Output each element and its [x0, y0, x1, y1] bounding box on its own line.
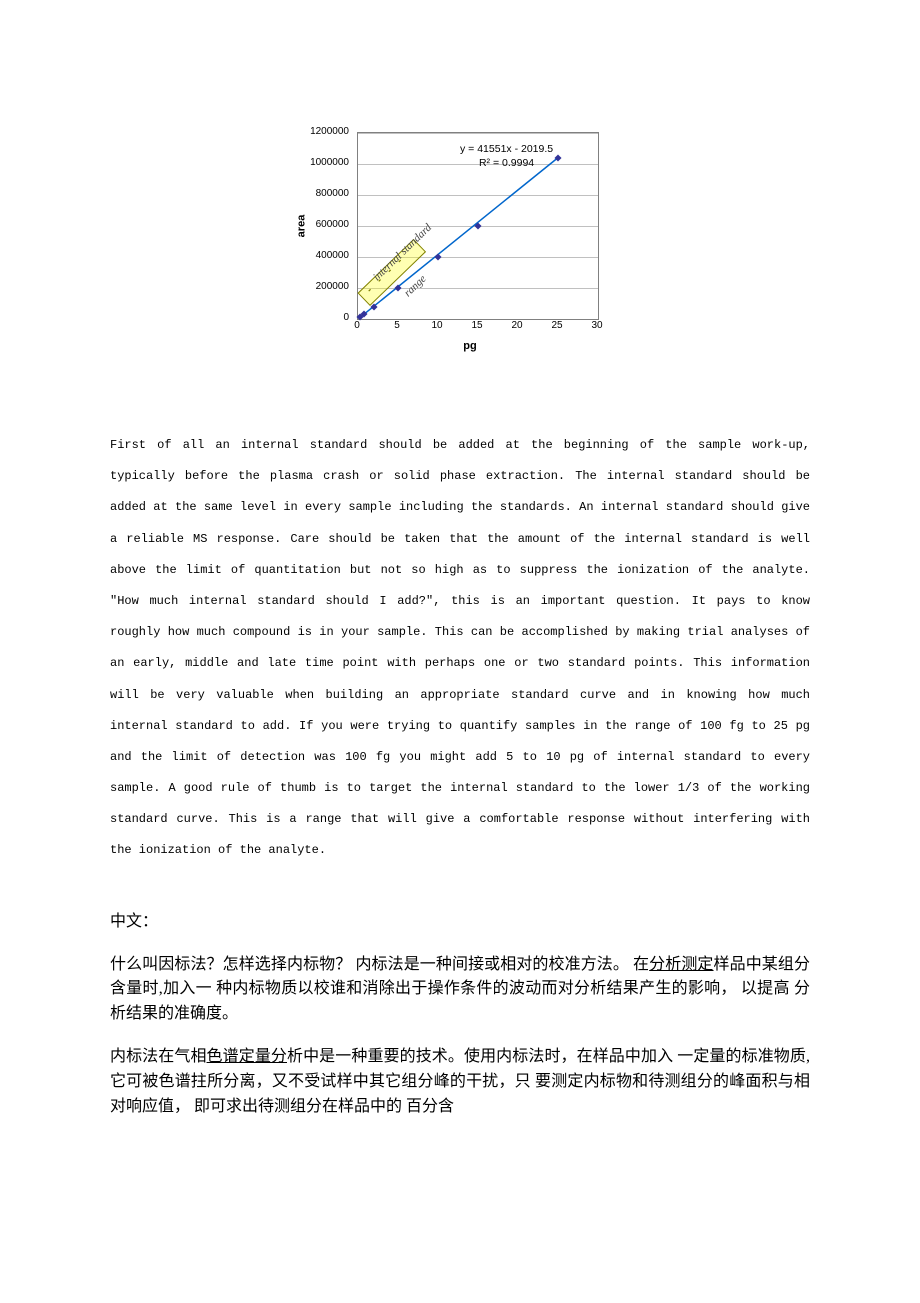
link-analysis[interactable]: 分析测定 [649, 956, 713, 973]
link-chromatography[interactable]: 色谱定量分 [207, 1048, 287, 1065]
ytick: 400000 [289, 250, 349, 261]
ytick: 1000000 [289, 157, 349, 168]
ytick: 0 [289, 312, 349, 323]
xtick: 5 [394, 320, 400, 331]
text: 内标法在气相 [110, 1048, 207, 1065]
xtick: 10 [431, 320, 442, 331]
chinese-heading: 中文： [110, 907, 810, 931]
xtick: 0 [354, 320, 360, 331]
equation-line-2: R² = 0.9994 [479, 157, 534, 169]
xtick: 30 [591, 320, 602, 331]
xtick: 15 [471, 320, 482, 331]
chinese-para-1: 什么叫因标法？怎样选择内标物？ 内标法是一种间接或相对的校准方法。 在分析测定样… [110, 953, 810, 1027]
equation-line-1: y = 41551x - 2019.5 [460, 143, 553, 155]
english-paragraph: First of all an internal standard should… [110, 430, 810, 867]
xtick: 20 [511, 320, 522, 331]
chinese-para-2: 内标法在气相色谱定量分析中是一种重要的技术。使用内标法时，在样品中加入 一定量的… [110, 1045, 810, 1119]
calibration-chart: - - - - internal standard range 0 200000… [295, 120, 625, 370]
ytick: 1200000 [289, 126, 349, 137]
text: 什么叫因标法？怎样选择内标物？ 内标法是一种间接或相对的校准方法。 在 [110, 956, 649, 973]
x-axis-label: pg [463, 340, 476, 352]
xtick: 25 [551, 320, 562, 331]
y-axis-label: area [295, 215, 307, 238]
regression-equation: y = 41551x - 2019.5 R² = 0.9994 [460, 142, 553, 170]
ytick: 200000 [289, 281, 349, 292]
ytick: 800000 [289, 188, 349, 199]
chart-container: - - - - internal standard range 0 200000… [110, 120, 810, 370]
